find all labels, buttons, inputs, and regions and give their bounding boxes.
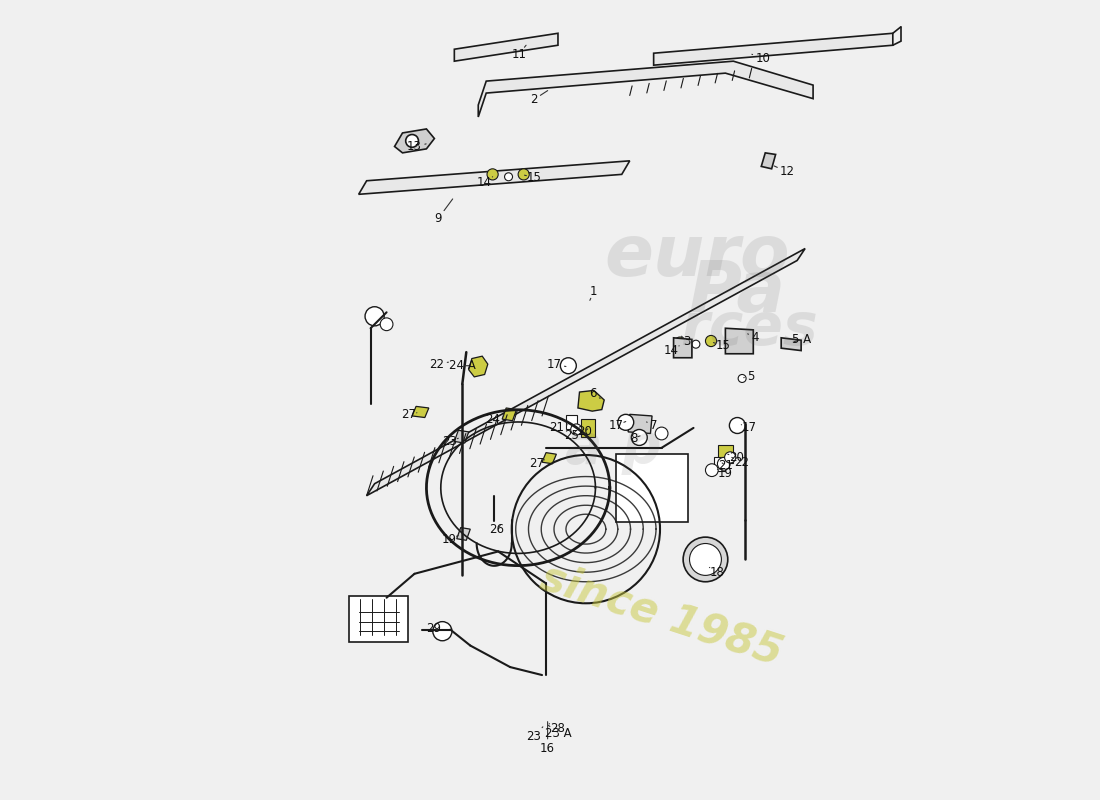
Text: 20: 20 <box>576 426 592 438</box>
Polygon shape <box>469 356 487 377</box>
Polygon shape <box>781 338 801 350</box>
Circle shape <box>738 374 746 382</box>
Text: 16: 16 <box>540 722 556 755</box>
Text: 18: 18 <box>710 566 725 579</box>
Polygon shape <box>628 414 652 434</box>
Circle shape <box>618 414 634 430</box>
Polygon shape <box>454 430 469 443</box>
Circle shape <box>692 340 700 348</box>
Text: 15: 15 <box>714 339 730 352</box>
Text: 2: 2 <box>530 90 548 106</box>
Circle shape <box>656 427 668 440</box>
Polygon shape <box>366 249 805 496</box>
Text: 20: 20 <box>728 451 744 464</box>
Circle shape <box>705 335 716 346</box>
Text: 13: 13 <box>407 140 426 153</box>
Polygon shape <box>456 527 471 540</box>
Polygon shape <box>503 408 517 421</box>
Circle shape <box>518 169 529 180</box>
Bar <box>565 415 578 430</box>
Text: 21: 21 <box>718 459 733 472</box>
Polygon shape <box>653 34 893 65</box>
Text: euro: euro <box>605 222 790 291</box>
Polygon shape <box>725 328 754 354</box>
Text: Pa: Pa <box>689 258 785 327</box>
Circle shape <box>406 134 418 147</box>
Polygon shape <box>454 34 558 61</box>
Circle shape <box>571 424 582 435</box>
Text: since 1985: since 1985 <box>536 556 788 674</box>
Circle shape <box>705 464 718 477</box>
Circle shape <box>381 318 393 330</box>
Text: 8: 8 <box>630 432 640 445</box>
Text: 27: 27 <box>529 458 544 470</box>
Text: 12: 12 <box>774 166 795 178</box>
Polygon shape <box>542 453 557 464</box>
Bar <box>349 596 408 642</box>
Polygon shape <box>412 406 429 418</box>
Circle shape <box>487 169 498 180</box>
Bar <box>581 419 595 437</box>
Polygon shape <box>478 61 813 117</box>
Text: 3: 3 <box>682 335 691 348</box>
Text: 14: 14 <box>477 176 493 189</box>
Text: 5 A: 5 A <box>792 333 811 346</box>
Circle shape <box>365 306 384 326</box>
Text: 23: 23 <box>527 727 542 743</box>
Text: 11: 11 <box>512 46 527 61</box>
Circle shape <box>432 622 452 641</box>
Text: 24 A: 24 A <box>449 359 475 372</box>
Polygon shape <box>395 129 434 153</box>
Bar <box>616 454 688 522</box>
Text: 22: 22 <box>732 456 749 469</box>
Text: 21: 21 <box>549 422 568 434</box>
Text: rces: rces <box>681 300 818 357</box>
Text: 17: 17 <box>741 421 757 434</box>
Text: 17: 17 <box>608 419 626 432</box>
Circle shape <box>674 337 685 348</box>
Text: 19: 19 <box>441 533 459 546</box>
Text: 15: 15 <box>525 171 541 184</box>
Bar <box>718 446 733 463</box>
Text: 9: 9 <box>434 199 453 225</box>
Text: 27: 27 <box>402 408 417 421</box>
Circle shape <box>690 543 722 575</box>
Text: 22: 22 <box>429 358 449 370</box>
Text: 14: 14 <box>663 344 679 357</box>
Circle shape <box>717 458 730 470</box>
Text: 10: 10 <box>752 52 770 66</box>
Polygon shape <box>761 153 776 169</box>
Text: 25: 25 <box>564 429 579 442</box>
Text: 4: 4 <box>748 331 759 344</box>
Polygon shape <box>359 161 629 194</box>
Text: 17: 17 <box>547 358 565 370</box>
Polygon shape <box>578 390 604 411</box>
Bar <box>714 457 725 471</box>
Polygon shape <box>673 338 692 358</box>
Circle shape <box>505 173 513 181</box>
Text: 6: 6 <box>590 387 601 400</box>
Text: 5: 5 <box>744 370 755 382</box>
Text: 19: 19 <box>717 467 733 480</box>
Circle shape <box>725 452 736 463</box>
Text: 23 A: 23 A <box>544 726 571 740</box>
Circle shape <box>560 358 576 374</box>
Text: a p: a p <box>565 421 662 475</box>
Text: 24: 24 <box>485 413 504 426</box>
Text: 7: 7 <box>647 419 658 432</box>
Text: 29: 29 <box>426 622 441 635</box>
Text: 1: 1 <box>590 285 597 300</box>
Text: 28: 28 <box>549 722 564 735</box>
Circle shape <box>683 537 728 582</box>
Circle shape <box>729 418 746 434</box>
Text: 23: 23 <box>442 435 459 448</box>
Circle shape <box>631 430 647 446</box>
Text: 26: 26 <box>490 522 504 536</box>
